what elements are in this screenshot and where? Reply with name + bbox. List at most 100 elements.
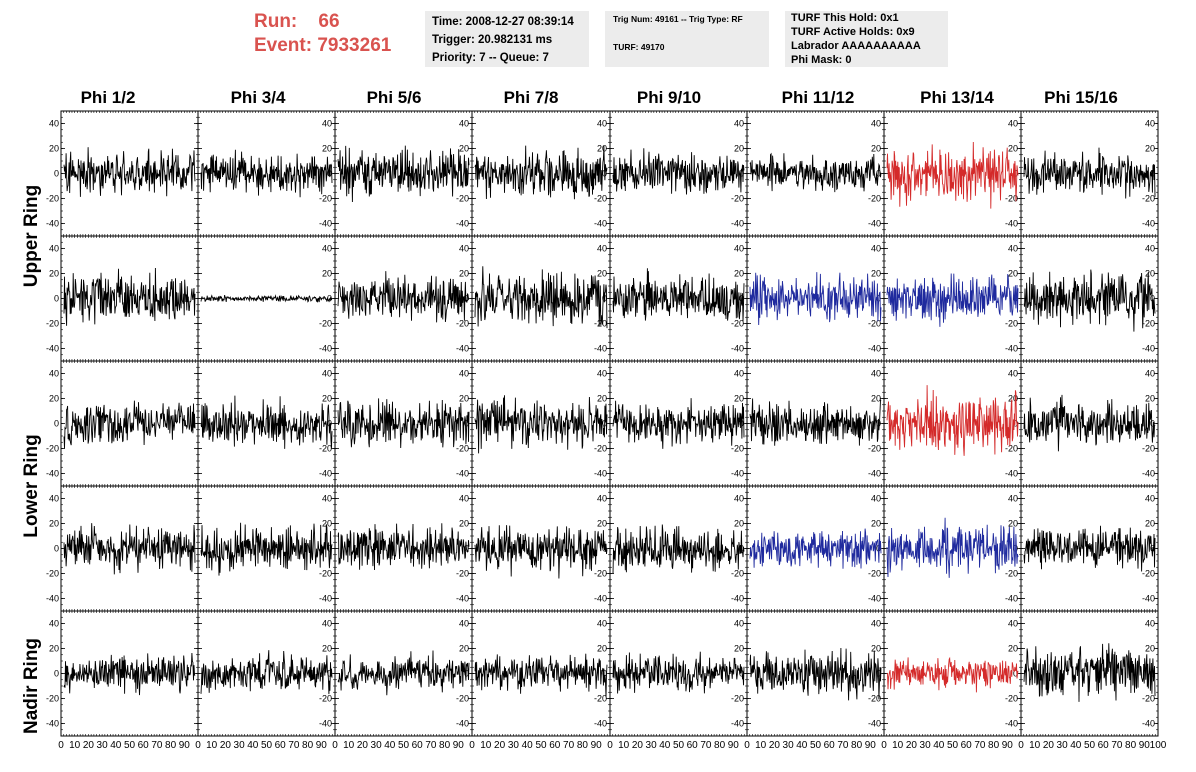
y-tick-label: 20 <box>322 144 332 154</box>
y-tick-label: -40 <box>456 594 469 604</box>
y-tick-label: -40 <box>46 344 59 354</box>
y-tick-label: 40 <box>49 369 59 379</box>
y-tick-label: 40 <box>734 494 744 504</box>
y-tick-label: 40 <box>734 244 744 254</box>
y-tick-label: 40 <box>1145 119 1155 129</box>
waveform-trace <box>474 145 608 200</box>
y-tick-label: -20 <box>1005 194 1018 204</box>
y-tick-label: -20 <box>731 319 744 329</box>
y-tick-label: 40 <box>322 119 332 129</box>
y-tick-label: -20 <box>319 569 332 579</box>
y-tick-label: -40 <box>731 344 744 354</box>
y-tick-label: -20 <box>319 194 332 204</box>
y-tick-label: -40 <box>46 469 59 479</box>
waveform-trace <box>612 398 745 449</box>
waveform-trace <box>200 395 333 449</box>
waveform-trace <box>749 398 882 446</box>
waveform-trace <box>886 141 1019 209</box>
y-tick-label: 0 <box>54 294 59 304</box>
panel-r3-c7: -40 -20 0 20 40 <box>883 360 1022 487</box>
column-header-3: Phi 5/6 <box>367 88 422 107</box>
y-tick-label: -40 <box>731 469 744 479</box>
y-tick-label: 40 <box>734 119 744 129</box>
ring-label-lower-ring: Lower Ring <box>21 434 42 537</box>
y-tick-label: -20 <box>1142 569 1155 579</box>
y-tick-label: -20 <box>456 444 469 454</box>
column-header-6: Phi 11/12 <box>782 88 855 107</box>
y-tick-label: 40 <box>1008 494 1018 504</box>
y-tick-label: 40 <box>734 369 744 379</box>
waveform-trace <box>1023 525 1156 572</box>
y-tick-label: -20 <box>1005 444 1018 454</box>
y-tick-label: -40 <box>868 344 881 354</box>
y-tick-label: 0 <box>54 419 59 429</box>
y-tick-label: -20 <box>456 569 469 579</box>
y-tick-label: 40 <box>459 119 469 129</box>
y-tick-label: -40 <box>319 594 332 604</box>
y-tick-label: 20 <box>322 394 332 404</box>
y-tick-label: -20 <box>46 194 59 204</box>
waveform-trace <box>337 523 470 571</box>
y-tick-label: -20 <box>868 194 881 204</box>
y-tick-label: 40 <box>322 494 332 504</box>
y-tick-label: 20 <box>871 269 881 279</box>
y-tick-label: -20 <box>731 444 744 454</box>
y-tick-label: -40 <box>731 594 744 604</box>
y-tick-label: 0 <box>327 544 332 554</box>
y-tick-label: 20 <box>871 519 881 529</box>
ring-label-upper-ring: Upper Ring <box>21 185 42 287</box>
y-tick-label: 20 <box>597 394 607 404</box>
waveform-trace <box>886 385 1019 456</box>
y-tick-label: 20 <box>597 519 607 529</box>
panel-r4-c2: -40 -20 0 20 40 <box>197 485 336 612</box>
run-event-block: Run: 66 Event: 7933261 <box>254 10 391 58</box>
waveform-trace <box>1023 394 1156 452</box>
waveform-trace <box>63 400 196 449</box>
y-tick-label: 20 <box>871 394 881 404</box>
waveform-trace <box>1023 269 1156 332</box>
y-tick-label: -40 <box>319 219 332 229</box>
y-tick-label: 40 <box>459 369 469 379</box>
y-tick-label: 20 <box>459 269 469 279</box>
panel-r2-c3: -40 -20 0 20 40 <box>334 235 473 362</box>
y-tick-label: -40 <box>456 469 469 479</box>
y-tick-label: 20 <box>1145 269 1155 279</box>
y-tick-label: -40 <box>868 594 881 604</box>
y-tick-label: -20 <box>1005 319 1018 329</box>
column-header-7: Phi 13/14 <box>920 88 994 107</box>
y-tick-label: -40 <box>868 219 881 229</box>
y-tick-label: -40 <box>1005 469 1018 479</box>
trigger-info-box: Trig Num: 49161 -- Trig Type: RF TURF: 4… <box>605 11 769 67</box>
y-tick-label: -40 <box>594 594 607 604</box>
y-tick-label: 40 <box>1008 244 1018 254</box>
y-tick-label: -20 <box>456 194 469 204</box>
waveform-trace <box>749 272 882 326</box>
y-tick-label: 0 <box>1013 419 1018 429</box>
waveform-trace <box>749 152 882 193</box>
y-tick-label: -20 <box>868 319 881 329</box>
waveform-trace <box>886 273 1019 327</box>
y-tick-label: 20 <box>1145 144 1155 154</box>
y-tick-label: 40 <box>49 119 59 129</box>
waveform-trace <box>474 395 608 454</box>
y-tick-label: -40 <box>319 469 332 479</box>
waveform-trace <box>337 145 470 203</box>
y-tick-label: 20 <box>459 519 469 529</box>
y-tick-label: -20 <box>319 444 332 454</box>
waveform-trace <box>474 266 608 329</box>
y-tick-label: -40 <box>319 344 332 354</box>
waveform-trace <box>474 525 608 579</box>
turf-info-box: TURF This Hold: 0x1 TURF Active Holds: 0… <box>785 11 948 67</box>
